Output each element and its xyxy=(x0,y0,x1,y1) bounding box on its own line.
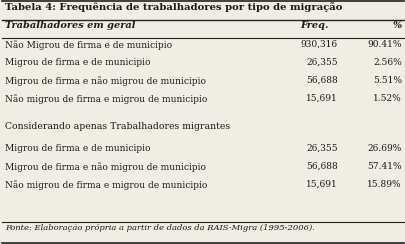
Text: Migrou de firma e não migrou de municipio: Migrou de firma e não migrou de municipi… xyxy=(5,76,205,86)
Text: 15.89%: 15.89% xyxy=(367,180,401,189)
Text: 15,691: 15,691 xyxy=(305,180,337,189)
Text: Não migrou de firma e migrou de municipio: Não migrou de firma e migrou de municipi… xyxy=(5,180,207,190)
Text: 56,688: 56,688 xyxy=(305,162,337,171)
Text: Freq.: Freq. xyxy=(299,21,328,30)
Text: 26.69%: 26.69% xyxy=(367,144,401,153)
Text: 1.52%: 1.52% xyxy=(372,94,401,103)
Text: 2.56%: 2.56% xyxy=(372,58,401,67)
Text: Fonte: Elaboração própria a partir de dados da RAIS-Migra (1995-2006).: Fonte: Elaboração própria a partir de da… xyxy=(5,224,314,232)
Text: Trabalhadores em geral: Trabalhadores em geral xyxy=(5,21,135,30)
Text: Não Migrou de firma e de municipio: Não Migrou de firma e de municipio xyxy=(5,40,172,50)
Text: 26,355: 26,355 xyxy=(306,144,337,153)
Text: 90.41%: 90.41% xyxy=(367,40,401,49)
Text: 5.51%: 5.51% xyxy=(372,76,401,85)
Text: Migrou de firma e de municipio: Migrou de firma e de municipio xyxy=(5,58,150,67)
Text: Migrou de firma e não migrou de municipio: Migrou de firma e não migrou de municipi… xyxy=(5,162,205,172)
Text: 57.41%: 57.41% xyxy=(367,162,401,171)
Text: Migrou de firma e de municipio: Migrou de firma e de municipio xyxy=(5,144,150,153)
Text: %: % xyxy=(392,21,401,30)
Text: 930,316: 930,316 xyxy=(300,40,337,49)
Text: 26,355: 26,355 xyxy=(306,58,337,67)
Text: Não migrou de firma e migrou de municipio: Não migrou de firma e migrou de municipi… xyxy=(5,94,207,104)
Text: 15,691: 15,691 xyxy=(305,94,337,103)
Text: Considerando apenas Trabalhadores migrantes: Considerando apenas Trabalhadores migran… xyxy=(5,122,230,131)
Text: Tabela 4: Frequência de trabalhadores por tipo de migração: Tabela 4: Frequência de trabalhadores po… xyxy=(5,2,341,12)
Text: 56,688: 56,688 xyxy=(305,76,337,85)
